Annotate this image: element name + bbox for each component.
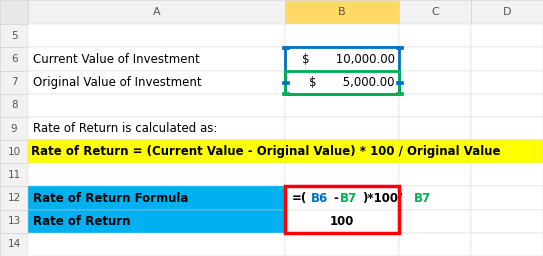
Bar	[471, 163, 543, 186]
Bar	[399, 94, 471, 117]
Text: 8: 8	[11, 100, 17, 110]
Bar	[471, 233, 543, 256]
Bar	[471, 0, 543, 24]
Bar	[28, 186, 285, 210]
Bar	[399, 210, 471, 233]
Bar	[471, 71, 543, 94]
Bar	[285, 210, 399, 233]
Bar	[28, 71, 285, 94]
Bar	[0, 210, 28, 233]
Bar	[0, 233, 28, 256]
Bar	[28, 140, 543, 163]
Bar	[0, 94, 28, 117]
Bar	[285, 48, 399, 71]
Bar	[285, 71, 399, 94]
Bar	[285, 24, 399, 48]
Text: Original Value of Investment: Original Value of Investment	[33, 76, 201, 89]
Bar	[399, 140, 471, 163]
Bar	[0, 140, 28, 163]
Bar	[282, 81, 289, 84]
Bar	[285, 233, 399, 256]
Text: Rate of Return = (Current Value - Original Value) * 100 / Original Value: Rate of Return = (Current Value - Origin…	[31, 145, 501, 158]
Text: B6: B6	[311, 191, 329, 205]
Bar	[399, 71, 471, 94]
Text: B: B	[338, 7, 346, 17]
Bar	[399, 186, 471, 210]
Bar	[28, 233, 285, 256]
Bar	[28, 210, 285, 233]
Bar	[399, 233, 471, 256]
Bar	[285, 186, 399, 233]
Bar	[28, 163, 285, 186]
Text: 5: 5	[11, 31, 17, 41]
Text: D: D	[503, 7, 512, 17]
Bar	[285, 48, 399, 94]
Text: Rate of Return Formula: Rate of Return Formula	[33, 191, 188, 205]
Text: A: A	[153, 7, 161, 17]
Bar	[285, 117, 399, 140]
Text: 7: 7	[11, 77, 17, 87]
Bar	[28, 94, 285, 117]
Bar	[471, 140, 543, 163]
Bar	[399, 48, 471, 71]
Text: 14: 14	[8, 239, 21, 249]
Bar	[399, 117, 471, 140]
Bar	[395, 81, 403, 84]
Bar	[285, 94, 399, 117]
Bar	[28, 48, 285, 71]
Text: B7: B7	[414, 191, 431, 205]
Bar	[0, 48, 28, 71]
Text: B7: B7	[340, 191, 357, 205]
Bar	[285, 0, 399, 24]
Bar	[471, 48, 543, 71]
Text: $       10,000.00: $ 10,000.00	[302, 52, 395, 66]
Text: Rate of Return is calculated as:: Rate of Return is calculated as:	[33, 122, 217, 135]
Bar	[471, 94, 543, 117]
Bar	[282, 46, 289, 49]
Bar	[285, 71, 399, 94]
Text: -: -	[333, 191, 338, 205]
Bar	[28, 210, 285, 233]
Bar	[0, 186, 28, 210]
Bar	[28, 0, 285, 24]
Bar	[399, 0, 471, 24]
Bar	[0, 163, 28, 186]
Bar	[0, 24, 28, 48]
Bar	[471, 210, 543, 233]
Text: $       5,000.00: $ 5,000.00	[310, 76, 395, 89]
Text: 6: 6	[11, 54, 17, 64]
Bar	[0, 117, 28, 140]
Bar	[28, 186, 285, 210]
Bar	[285, 140, 399, 163]
Text: C: C	[431, 7, 439, 17]
Text: Rate of Return: Rate of Return	[33, 215, 130, 228]
Bar	[399, 24, 471, 48]
Bar	[28, 140, 285, 163]
Text: 10: 10	[8, 147, 21, 157]
Bar	[471, 117, 543, 140]
Bar	[399, 163, 471, 186]
Bar	[471, 186, 543, 210]
Text: =(: =(	[292, 191, 307, 205]
Text: 100: 100	[330, 215, 354, 228]
Text: 12: 12	[8, 193, 21, 203]
Bar	[471, 24, 543, 48]
Bar	[395, 92, 403, 95]
Text: Current Value of Investment: Current Value of Investment	[33, 52, 199, 66]
Text: )*100/: )*100/	[362, 191, 402, 205]
Bar	[395, 46, 403, 49]
Bar	[0, 0, 28, 24]
Text: 9: 9	[11, 124, 17, 134]
Bar	[28, 24, 285, 48]
Bar	[285, 163, 399, 186]
Bar	[285, 186, 399, 210]
Text: 13: 13	[8, 216, 21, 226]
Bar	[0, 71, 28, 94]
Text: 11: 11	[8, 170, 21, 180]
Bar	[285, 186, 399, 210]
Bar	[282, 92, 289, 95]
Bar	[28, 117, 285, 140]
Bar	[285, 210, 399, 233]
